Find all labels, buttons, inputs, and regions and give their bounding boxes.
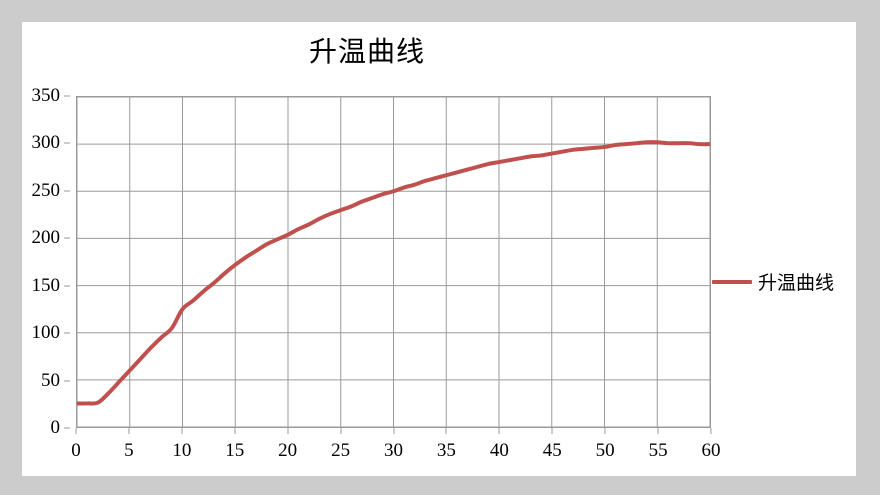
x-axis-tick-mark [393, 428, 394, 434]
x-axis-tick-mark [498, 428, 500, 434]
y-axis-tick-mark [64, 332, 70, 334]
y-axis-tick-label: 150 [31, 274, 61, 296]
x-axis-tick-label: 60 [701, 440, 721, 461]
x-axis-tick-mark [128, 428, 130, 434]
y-axis-tick-mark [64, 237, 70, 239]
chart-container: 升温曲线 0 50 100 150 200 250 300 350 0 5 10 15 20 25 30 3… [22, 22, 856, 476]
x-axis-tick-label: 30 [384, 440, 403, 461]
y-axis-tick-mark [64, 190, 70, 192]
x-axis-tick-label: 0 [71, 440, 81, 461]
series-line-heating-curve [77, 140, 710, 406]
chart-title: 升温曲线 [308, 37, 425, 68]
x-axis-tick-mark [181, 428, 183, 434]
x-axis-tick-label: 25 [331, 440, 351, 461]
y-axis-tick-mark [64, 142, 70, 144]
x-axis-tick-label: 15 [225, 440, 245, 461]
y-axis-tick-label: 50 [41, 369, 60, 391]
x-axis-tick-mark [340, 428, 342, 434]
x-axis-tick-mark [551, 428, 553, 434]
x-axis-tick-mark [604, 428, 606, 434]
legend-swatch-icon [712, 279, 752, 284]
x-axis-tick-label: 35 [436, 440, 456, 461]
x-axis-tick-mark [445, 428, 447, 434]
y-axis: 0 50 100 150 200 250 300 350 [22, 85, 70, 438]
y-axis-tick-label: 0 [50, 417, 61, 438]
x-axis-tick-label: 50 [595, 440, 615, 461]
x-axis-tick-label: 20 [278, 440, 298, 461]
y-axis-tick-label: 300 [31, 132, 61, 154]
y-axis-tick-label: 100 [31, 322, 61, 344]
legend-item-label: 升温曲线 [758, 273, 835, 294]
y-axis-tick-mark [64, 427, 70, 429]
legend: 升温曲线 [712, 268, 834, 295]
x-axis: 0 5 10 15 20 25 30 35 40 45 50 55 60 [71, 428, 721, 468]
x-axis-tick-mark [234, 428, 236, 434]
y-axis-tick-mark [64, 380, 70, 382]
x-axis-tick-label: 55 [648, 440, 668, 461]
y-axis-tick-label: 350 [31, 85, 61, 106]
y-axis-tick-label: 250 [31, 179, 61, 201]
x-axis-tick-label: 5 [124, 440, 134, 461]
y-axis-tick-mark [64, 95, 70, 97]
x-axis-tick-mark [75, 428, 77, 434]
x-axis-tick-mark [287, 428, 289, 434]
x-axis-tick-label: 45 [542, 440, 562, 461]
plot-area [76, 96, 711, 428]
y-axis-tick-mark [64, 285, 70, 287]
x-axis-tick-mark [710, 428, 712, 434]
x-axis-tick-mark [657, 428, 659, 434]
x-axis-tick-label: 40 [489, 440, 509, 461]
gridlines [77, 97, 710, 427]
x-axis-tick-label: 10 [172, 440, 192, 461]
y-axis-tick-label: 200 [31, 227, 61, 249]
